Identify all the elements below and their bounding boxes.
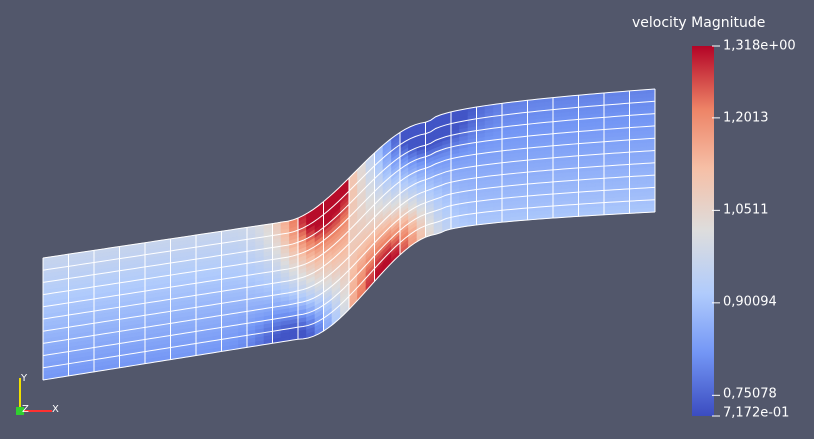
colorbar-gradient bbox=[692, 46, 714, 416]
mesh-cell bbox=[646, 203, 656, 209]
mesh-row-line bbox=[42, 125, 656, 296]
mesh-row-line bbox=[42, 137, 656, 308]
mesh-row-line bbox=[42, 88, 656, 259]
x-axis-label: X bbox=[52, 404, 59, 415]
z-axis-marker bbox=[16, 407, 24, 415]
orientation-axes-widget: Y X Z bbox=[16, 373, 59, 415]
z-axis-label: Z bbox=[22, 404, 29, 415]
mesh-row-line bbox=[42, 199, 656, 369]
colorbar-ticks bbox=[712, 45, 720, 417]
mesh-row-line bbox=[42, 174, 656, 344]
legend-tick-label: 0,90094 bbox=[723, 294, 777, 310]
legend-tick-label: 1,0511 bbox=[723, 202, 769, 218]
mesh-row-line bbox=[42, 100, 656, 271]
mesh-row-line bbox=[42, 162, 656, 332]
mesh-row-line bbox=[42, 186, 656, 357]
legend-tick-label: 1,2013 bbox=[723, 110, 769, 126]
mesh-grid-lines bbox=[42, 88, 656, 381]
legend-tick-label: 0,75078 bbox=[723, 386, 777, 402]
mesh-row-line bbox=[42, 211, 656, 381]
legend-title: velocity Magnitude bbox=[632, 15, 766, 31]
color-legend-bar[interactable] bbox=[692, 45, 720, 417]
y-axis-label: Y bbox=[20, 373, 28, 384]
legend-min-label: 7,172e-01 bbox=[723, 405, 790, 421]
mesh-row-line bbox=[42, 150, 656, 320]
legend-max-label: 1,318e+00 bbox=[723, 38, 796, 54]
mesh-row-line bbox=[42, 113, 656, 283]
